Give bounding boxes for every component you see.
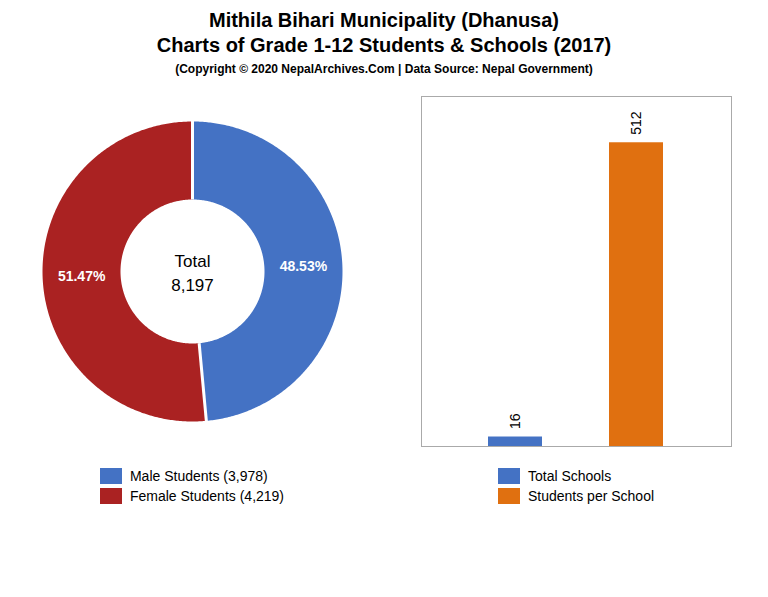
html-text:Total Schools: Total Schools: [528, 468, 612, 484]
svg-text:Total8,197: Total8,197: [171, 252, 214, 295]
html-text:Male Students (3,978): Male Students (3,978): [130, 468, 268, 484]
html-text:Mithila Bihari Municipality (D: Mithila Bihari Municipality (Dhanusa) Ch…: [156, 9, 612, 56]
html-text:Students per School: Students per School: [528, 488, 654, 504]
svg-text:51.47%: 51.47%: [58, 268, 106, 284]
svg-text:512: 512: [628, 111, 644, 135]
html-text:(Copyright © 2020 NepalArchive: (Copyright © 2020 NepalArchives.Com | Da…: [175, 62, 593, 76]
svg-text:48.53%: 48.53%: [280, 258, 328, 274]
html-text:Female Students (4,219): Female Students (4,219): [130, 488, 284, 504]
svg-text:16: 16: [507, 413, 523, 429]
